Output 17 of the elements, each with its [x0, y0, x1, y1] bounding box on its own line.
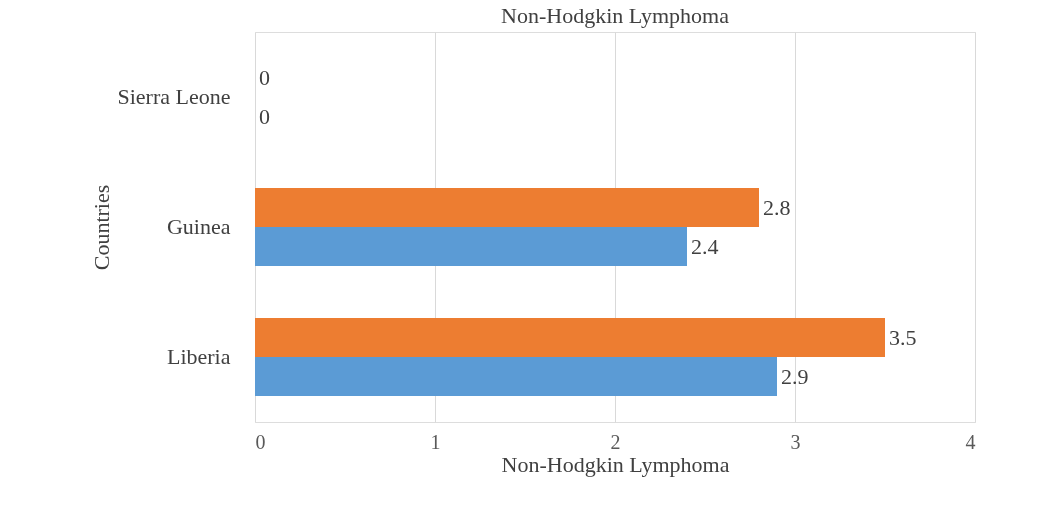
y-tick-label: Guinea — [166, 214, 231, 239]
data-label: 0 — [259, 103, 270, 129]
x-axis-title: Non-Hodgkin Lymphoma — [501, 451, 730, 477]
data-label: 2.4 — [691, 233, 719, 259]
data-label: 3.5 — [889, 324, 917, 350]
data-label: 2.8 — [763, 194, 791, 220]
x-tick-label: 4 — [965, 430, 976, 453]
x-tick-label: 1 — [430, 430, 441, 453]
y-tick-label: Sierra Leone — [117, 84, 231, 109]
x-tick-label: 0 — [255, 430, 266, 453]
data-label: 0 — [259, 64, 270, 90]
chart-title: Non-Hodgkin Lymphoma — [501, 3, 730, 28]
x-tick-label: 2 — [610, 430, 621, 453]
y-tick-label: Liberia — [166, 344, 231, 369]
y-axis-title: Countries — [88, 184, 114, 271]
data-label: 2.9 — [781, 363, 809, 389]
x-tick-label: 3 — [790, 430, 801, 453]
